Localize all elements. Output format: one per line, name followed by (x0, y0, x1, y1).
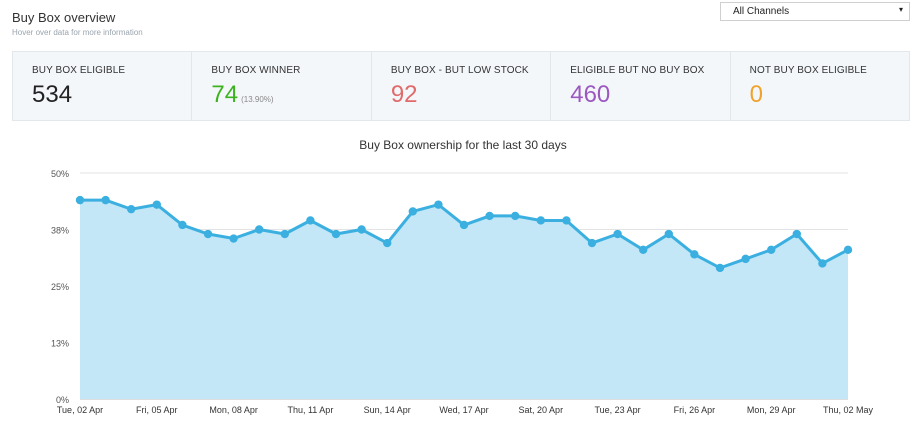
data-point[interactable] (357, 225, 366, 234)
data-point[interactable] (459, 220, 469, 230)
data-point[interactable] (664, 229, 673, 239)
x-tick-label: Fri, 26 Apr (674, 405, 716, 415)
y-tick-label: 25% (51, 282, 69, 292)
stat-percentage: (13.90%) (241, 95, 274, 104)
data-point[interactable] (639, 245, 648, 255)
data-point[interactable] (75, 195, 85, 205)
data-point[interactable] (178, 220, 187, 230)
data-point[interactable] (101, 195, 110, 205)
x-tick-label: Wed, 17 Apr (439, 405, 488, 415)
x-tick-label: Tue, 23 Apr (594, 405, 640, 415)
data-point[interactable] (818, 259, 827, 268)
stat-label: ELIGIBLE BUT NO BUY BOX (570, 65, 705, 76)
x-tick-label: Fri, 05 Apr (136, 405, 178, 415)
data-point[interactable] (511, 211, 520, 221)
stat-value-row: 74 (13.90%) (211, 81, 370, 109)
data-point[interactable] (331, 229, 341, 239)
data-point[interactable] (280, 229, 289, 239)
page-title: Buy Box overview (12, 10, 116, 25)
stat-label: NOT BUY BOX ELIGIBLE (749, 65, 867, 76)
data-point[interactable] (203, 229, 213, 239)
stat-buy-box-eligible: BUY BOX ELIGIBLE 534 (13, 52, 193, 120)
stat-buy-box-winner: BUY BOX WINNER 74 (13.90%) (192, 52, 372, 120)
stat-low-stock: BUY BOX - BUT LOW STOCK 92 (372, 52, 552, 120)
data-point[interactable] (255, 225, 264, 234)
x-tick-label: Sat, 20 Apr (519, 405, 564, 415)
x-tick-label: Mon, 08 Apr (209, 405, 258, 415)
data-points (75, 195, 853, 273)
data-point[interactable] (127, 204, 136, 214)
data-point[interactable] (536, 216, 545, 225)
series-area (80, 200, 848, 399)
data-point[interactable] (843, 245, 853, 255)
data-point[interactable] (587, 238, 597, 248)
stat-label: BUY BOX WINNER (211, 65, 301, 76)
data-point[interactable] (434, 200, 443, 209)
stat-value: 74 (211, 81, 239, 108)
data-point[interactable] (690, 250, 699, 259)
y-tick-label: 0% (56, 395, 69, 405)
y-axis-labels: 0% 13% 25% 38% 50% (51, 169, 69, 405)
data-point[interactable] (767, 245, 776, 255)
stat-value: 92 (390, 81, 418, 108)
data-point[interactable] (229, 234, 238, 243)
y-tick-label: 38% (51, 226, 69, 236)
stat-not-eligible: NOT BUY BOX ELIGIBLE 0 (731, 52, 909, 120)
data-point[interactable] (613, 229, 622, 239)
chevron-down-icon: ▾ (898, 5, 903, 14)
x-tick-label: Mon, 29 Apr (747, 405, 796, 415)
x-tick-label: Tue, 02 Apr (57, 405, 103, 415)
x-tick-label: Sun, 14 Apr (364, 405, 411, 415)
data-point[interactable] (306, 216, 315, 225)
stat-value: 460 (570, 81, 611, 108)
y-tick-label: 13% (51, 339, 69, 349)
data-point[interactable] (408, 207, 417, 216)
chart-title: Buy Box ownership for the last 30 days (359, 138, 566, 152)
stat-label: BUY BOX ELIGIBLE (32, 65, 126, 76)
data-point[interactable] (152, 200, 161, 209)
ownership-chart[interactable]: Buy Box ownership for the last 30 days 0… (0, 128, 912, 428)
channel-select-value: All Channels (733, 6, 790, 17)
stat-value: 534 (32, 81, 73, 108)
data-point[interactable] (383, 238, 392, 248)
data-point[interactable] (562, 216, 571, 225)
x-tick-label: Thu, 02 May (823, 405, 874, 415)
data-point[interactable] (792, 229, 801, 239)
y-tick-label: 50% (51, 169, 69, 179)
data-point[interactable] (741, 254, 750, 264)
stat-label: BUY BOX - BUT LOW STOCK (390, 65, 529, 76)
data-point[interactable] (485, 211, 494, 221)
x-axis-labels: Tue, 02 Apr Fri, 05 Apr Mon, 08 Apr Thu, 11… (57, 405, 874, 415)
stats-panel: BUY BOX ELIGIBLE 534 BUY BOX WINNER 74 (1… (12, 51, 910, 121)
stat-value: 0 (749, 81, 763, 108)
page-subtitle: Hover over data for more information (12, 28, 143, 37)
data-point[interactable] (715, 263, 725, 273)
x-tick-label: Thu, 11 Apr (287, 405, 333, 415)
channel-select[interactable]: All Channels ▾ (720, 2, 910, 21)
stat-eligible-no-buy-box: ELIGIBLE BUT NO BUY BOX 460 (551, 52, 731, 120)
